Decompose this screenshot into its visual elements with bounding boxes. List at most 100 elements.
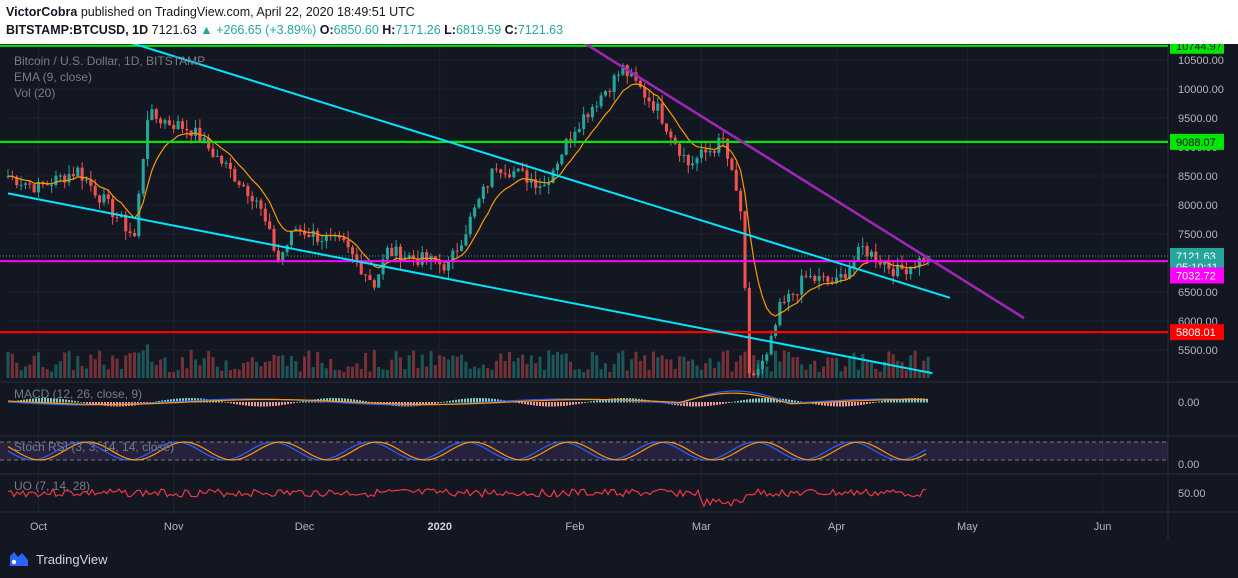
macd-histogram-bar (854, 402, 856, 406)
candle-body (425, 252, 429, 262)
volume-bar (429, 351, 433, 378)
macd-histogram-bar (305, 400, 307, 403)
volume-bar (32, 355, 36, 378)
macd-histogram-bar (440, 402, 442, 403)
candle-body (878, 262, 882, 265)
legend-title: Bitcoin / U.S. Dollar, 1D, BITSTAMP (14, 54, 205, 68)
candle-body (691, 163, 695, 166)
volume-bar (167, 371, 171, 378)
volume-bar (381, 369, 385, 378)
volume-bar (769, 371, 773, 378)
volume-bar (220, 370, 224, 378)
volume-bar (54, 364, 58, 378)
volume-bar (37, 352, 41, 378)
time-label: Oct (30, 521, 47, 533)
candle-body (468, 216, 472, 235)
volume-bar (913, 350, 917, 378)
up-arrow-icon: ▲ (200, 23, 213, 37)
macd-histogram-bar (461, 399, 463, 403)
macd-histogram-bar (860, 402, 862, 405)
candle-body (804, 275, 808, 277)
volume-bar (643, 355, 647, 378)
candle-body (621, 65, 625, 75)
volume-bar (50, 371, 54, 378)
macd-histogram-bar (344, 398, 346, 403)
symbol-label[interactable]: BITSTAMP:BTCUSD, 1D (6, 23, 149, 37)
volume-bar (726, 350, 730, 378)
candle-body (207, 137, 211, 149)
candle-body (311, 230, 315, 237)
candle-body (673, 137, 677, 144)
candle-body (765, 354, 769, 361)
time-label: Mar (692, 521, 711, 533)
volume-bar (634, 351, 638, 378)
candle-body (595, 106, 599, 108)
macd-histogram-bar (902, 398, 904, 403)
candle-body (276, 250, 280, 262)
volume-bar (80, 365, 84, 378)
volume-bar (425, 366, 429, 378)
macd-histogram-bar (95, 402, 97, 405)
macd-histogram-bar (362, 400, 364, 403)
horizontal-levels[interactable] (0, 44, 1168, 334)
volume-bar (176, 370, 180, 378)
volume-bar (198, 365, 202, 378)
author-name[interactable]: VictorCobra (6, 5, 78, 19)
candle-body (128, 231, 132, 233)
volume-bar (154, 365, 158, 378)
volume-bar (494, 360, 498, 378)
candle-body (712, 151, 716, 153)
volume-bar (207, 351, 211, 378)
chart-header: VictorCobra published on TradingView.com… (0, 0, 1238, 44)
volume-bar (800, 364, 804, 378)
time-axis[interactable]: Oct Nov Dec 2020 Feb Mar Apr May Jun (30, 521, 1111, 533)
volume-bar (773, 350, 778, 378)
macd-histogram-bar (491, 398, 493, 403)
price-axis[interactable]: 10500.0010000.009500.009000.008500.00800… (1170, 44, 1224, 357)
volume-bar (826, 357, 830, 378)
volume-bar (883, 361, 887, 378)
macd-label: MACD (12, 26, close, 9) (14, 387, 142, 401)
candle-body (350, 247, 355, 255)
macd-histogram-bar (848, 402, 850, 407)
candle-body (359, 260, 363, 275)
volume-bar (547, 350, 551, 378)
tradingview-icon (10, 552, 28, 566)
macd-histogram-bar (299, 401, 301, 403)
volume-bar (111, 355, 115, 378)
tradingview-logo[interactable]: TradingView (8, 550, 108, 568)
candle-body (734, 169, 738, 191)
volume-bar (830, 357, 834, 378)
macd-histogram-bar (518, 402, 520, 404)
candle-body (826, 276, 830, 282)
macd-histogram-bar (755, 398, 757, 403)
macd-histogram-bar (296, 402, 298, 403)
candle-body (268, 221, 272, 229)
volume-bar (342, 371, 346, 378)
volume-bar (28, 364, 32, 378)
macd-histogram-bar (221, 401, 223, 403)
price-tag-bg (1170, 267, 1224, 284)
macd-histogram-bar (431, 402, 433, 405)
volume-bar (708, 358, 712, 378)
volume-bar (337, 370, 341, 378)
volume-bar (132, 352, 136, 378)
macd-histogram-bar (263, 402, 265, 407)
macd-histogram-bar (332, 398, 334, 403)
macd-histogram-bar (857, 402, 859, 406)
candle-body (773, 325, 778, 337)
macd-histogram-bar (272, 402, 274, 407)
macd-histogram-bar (65, 399, 67, 403)
volume-bar (521, 354, 525, 378)
macd-histogram-bar (551, 402, 553, 407)
chart-canvas[interactable]: 10500.0010000.009500.009000.008500.00800… (0, 44, 1238, 540)
price-tag-bg (1170, 324, 1224, 341)
candle-body (717, 138, 721, 153)
trendlines[interactable] (7, 44, 1025, 375)
candle-body (800, 275, 804, 295)
macd-histogram-bar (239, 402, 241, 405)
macd-histogram-bar (230, 402, 232, 404)
macd-histogram-bar (758, 398, 760, 403)
volume-bar (124, 355, 128, 378)
candle-body (80, 167, 84, 181)
